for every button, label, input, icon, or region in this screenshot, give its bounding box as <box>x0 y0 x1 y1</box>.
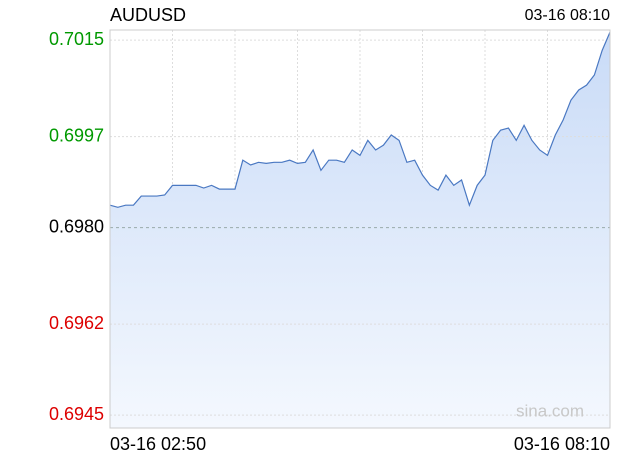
y-tick-label: 0.6962 <box>49 313 104 333</box>
plot-frame <box>109 29 611 429</box>
y-tick-label: 0.6997 <box>49 125 104 145</box>
chart-title: AUDUSD <box>110 5 186 25</box>
y-tick-label: 0.6980 <box>49 216 104 236</box>
y-tick-label: 0.7015 <box>49 29 104 49</box>
watermark: sina.com <box>516 401 584 420</box>
x-tick-label: 03-16 08:10 <box>514 434 610 454</box>
x-tick-label: 03-16 02:50 <box>110 434 206 454</box>
line <box>109 31 611 208</box>
last-time: 03-16 08:10 <box>525 7 611 24</box>
y-tick-label: 0.6945 <box>49 404 104 424</box>
area <box>110 32 610 428</box>
